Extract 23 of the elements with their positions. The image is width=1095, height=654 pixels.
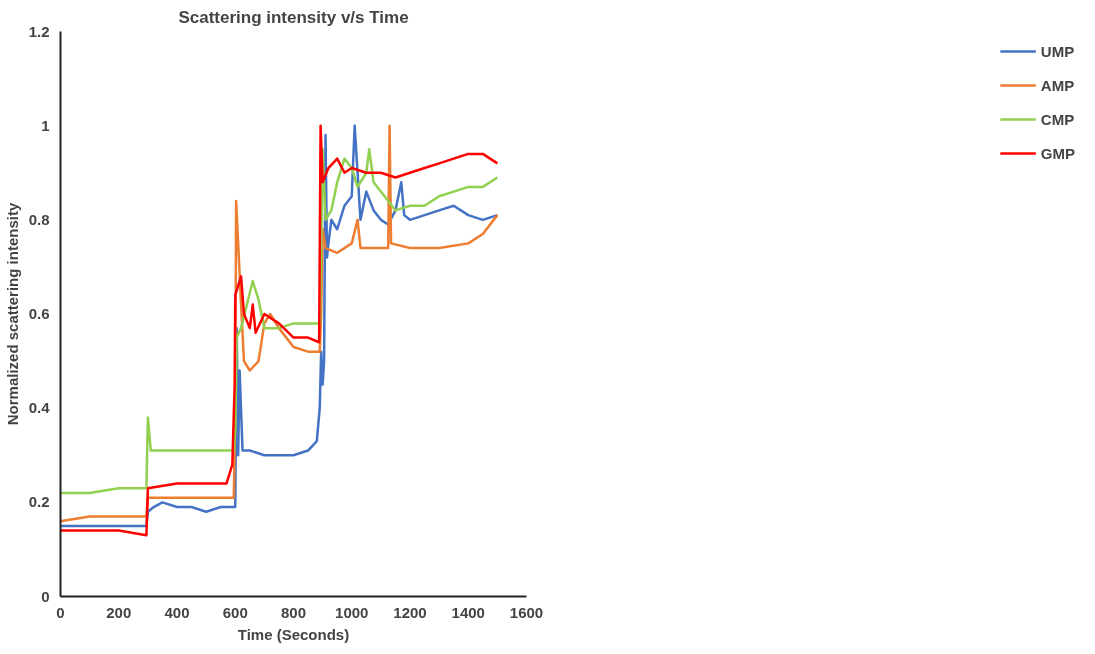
y-tick-label: 0.8 bbox=[28, 210, 50, 228]
y-tick-label: 1.2 bbox=[28, 22, 50, 40]
x-tick-label: 800 bbox=[280, 603, 307, 621]
chart-title: Scattering intensity v/s Time bbox=[178, 7, 409, 27]
x-tick-label: 0 bbox=[56, 603, 65, 621]
y-tick-label: 0.6 bbox=[28, 305, 50, 322]
y-tick-label: 0 bbox=[41, 587, 50, 605]
legend-label: GMP bbox=[1040, 144, 1075, 162]
y-tick-label: 0.4 bbox=[28, 399, 51, 417]
x-tick-label: 600 bbox=[222, 603, 248, 621]
y-axis-title: Normalized scattering intensity bbox=[3, 202, 21, 426]
y-tick-label: 0.2 bbox=[28, 493, 50, 511]
x-tick-label: 200 bbox=[106, 603, 132, 621]
x-tick-label: 400 bbox=[164, 603, 190, 621]
x-tick-label: 1400 bbox=[451, 603, 485, 621]
x-tick-label: 1200 bbox=[393, 603, 427, 621]
legend-label: AMP bbox=[1040, 76, 1075, 94]
y-tick-label: 1 bbox=[41, 116, 50, 134]
legend-label: UMP bbox=[1040, 42, 1075, 60]
legend-label: CMP bbox=[1040, 110, 1075, 128]
x-tick-label: 1000 bbox=[335, 603, 369, 621]
x-tick-label: 1600 bbox=[509, 603, 544, 621]
x-axis-title: Time (Seconds) bbox=[237, 625, 350, 643]
